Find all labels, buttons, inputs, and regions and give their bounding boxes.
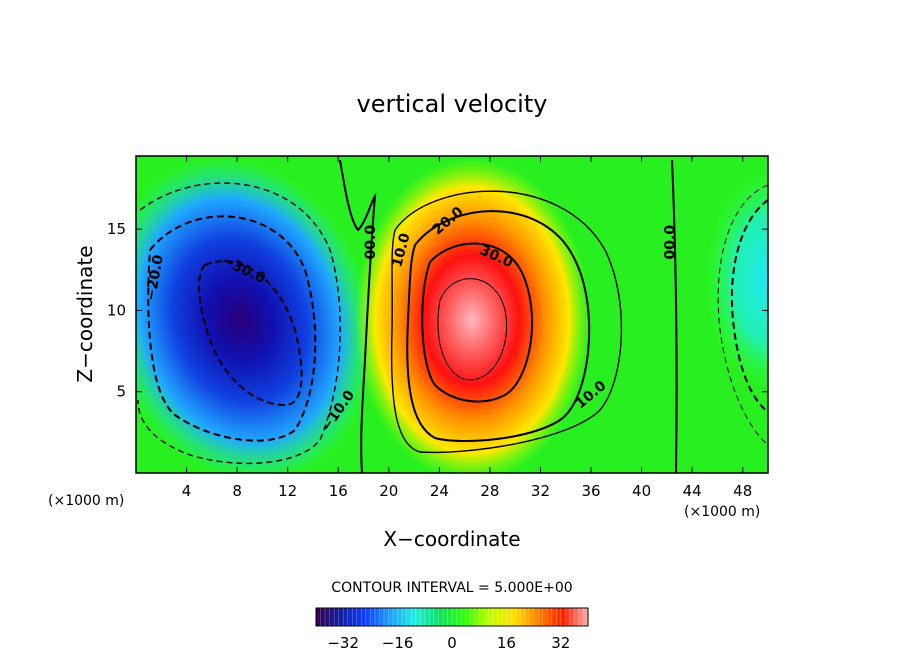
y-tick-label: 15 xyxy=(107,220,126,238)
x-unit-left: (×1000 m) xyxy=(48,493,124,509)
x-tick-label: 8 xyxy=(232,482,242,500)
contour-label: 00.0 xyxy=(663,225,679,260)
colorbar: −32 −16 0 16 32 xyxy=(315,607,589,652)
contour-negative-20 xyxy=(147,215,317,442)
colorbar-tick-label: −16 xyxy=(382,634,414,652)
x-tick-label: 20 xyxy=(379,482,398,500)
colorbar-fill xyxy=(315,607,589,627)
contour-label: −20.0 xyxy=(143,253,167,302)
x-axis-label: X−coordinate xyxy=(383,527,520,551)
plot-area: −20.0 −30.0−10.000.0 10.020.030.010.000.0 xyxy=(136,156,768,473)
colorbar-tick-label: 0 xyxy=(447,634,457,652)
y-tick-label: 10 xyxy=(107,301,126,319)
x-axis-ticks: 4 8 12 16 20 24 28 32 36 40 44 48 xyxy=(182,156,752,500)
contour-negative-5-right xyxy=(717,184,768,446)
x-tick-label: 32 xyxy=(531,482,550,500)
colorbar-tick-label: 16 xyxy=(497,634,516,652)
y-axis-ticks: 5 10 15 xyxy=(107,220,768,401)
x-tick-label: 4 xyxy=(182,482,192,500)
y-axis-label: Z−coordinate xyxy=(73,245,97,382)
x-tick-label: 36 xyxy=(581,482,600,500)
x-tick-label: 48 xyxy=(733,482,752,500)
x-tick-label: 28 xyxy=(480,482,499,500)
x-tick-label: 44 xyxy=(683,482,702,500)
colorbar-tick-label: −32 xyxy=(327,634,359,652)
plot-frame xyxy=(135,155,769,474)
y-tick-label: 5 xyxy=(116,383,126,401)
contour-20 xyxy=(406,210,591,442)
x-tick-label: 24 xyxy=(430,482,449,500)
x-tick-label: 12 xyxy=(278,482,297,500)
contour-30 xyxy=(421,242,534,403)
updraft-region xyxy=(354,158,590,473)
contour-interval: CONTOUR INTERVAL = 5.000E+00 xyxy=(331,580,572,596)
x-tick-label: 40 xyxy=(632,482,651,500)
contour-35 xyxy=(437,278,507,381)
right-downdraft-region xyxy=(705,170,768,390)
contour-zero-left xyxy=(339,159,377,473)
contour-10 xyxy=(390,190,623,454)
contour-negative-10 xyxy=(137,182,341,465)
colorbar-tick-label: 32 xyxy=(551,634,570,652)
x-tick-label: 16 xyxy=(329,482,348,500)
x-unit-right: (×1000 m) xyxy=(684,504,760,520)
contours xyxy=(137,159,768,473)
contour-zero-right xyxy=(671,159,678,473)
contour-label: 00.0 xyxy=(363,225,379,260)
contour-negative-30 xyxy=(197,260,303,407)
chart-title: vertical velocity xyxy=(357,90,548,118)
